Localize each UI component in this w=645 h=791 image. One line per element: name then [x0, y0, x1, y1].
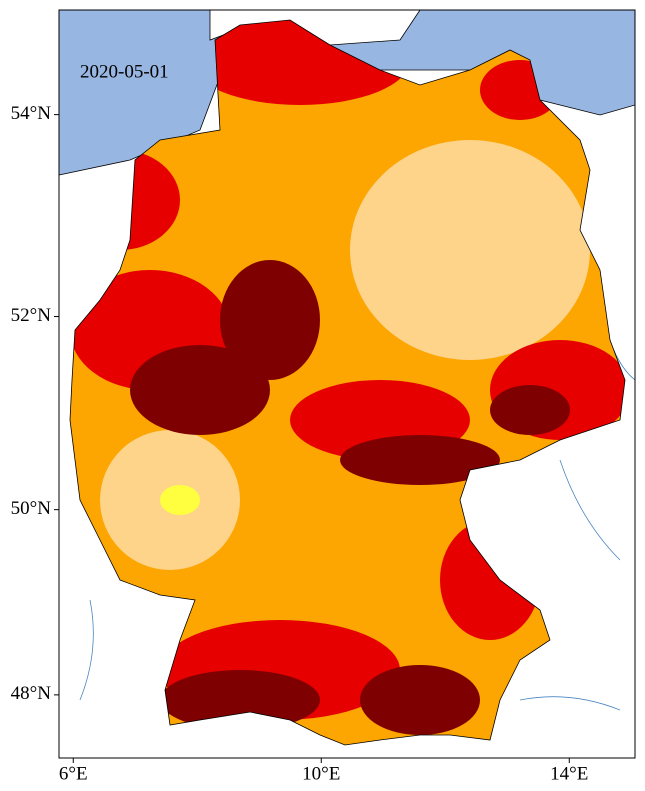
x-tick-label: 10°E	[302, 763, 340, 784]
x-tick-label: 6°E	[59, 763, 88, 784]
date-label: 2020-05-01	[80, 61, 169, 82]
y-tick-label: 54°N	[11, 103, 52, 124]
y-tick-label: 48°N	[11, 683, 52, 704]
x-tick-label: 14°E	[550, 763, 588, 784]
map-frame	[58, 9, 636, 759]
drought-layer	[70, 20, 625, 745]
y-tick-label: 52°N	[11, 305, 52, 326]
y-tick-label: 50°N	[11, 498, 52, 519]
borders	[69, 19, 626, 746]
